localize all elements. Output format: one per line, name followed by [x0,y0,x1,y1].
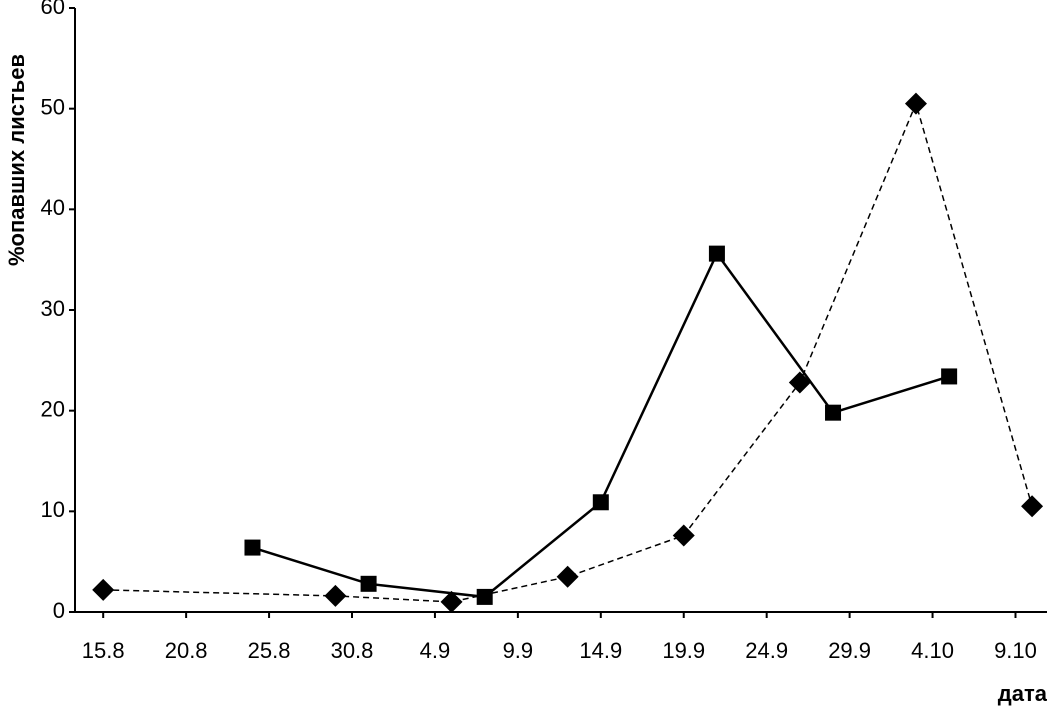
marker [244,539,261,556]
x-tick-label: 9.9 [503,638,534,663]
y-tick-label: 40 [41,195,65,220]
line [103,101,1033,603]
y-axis-label: %опавших листьев [4,54,29,266]
marker [476,588,493,605]
y-tick-label: 20 [41,396,65,421]
marker [904,92,927,115]
marker [1021,495,1044,518]
marker [825,404,842,421]
x-tick-label: 9.10 [994,638,1037,663]
marker [788,371,811,394]
x-tick-label: 30.8 [331,638,374,663]
x-tick-label: 24.9 [745,638,788,663]
x-axis-label: дата [998,681,1047,706]
x-tick-label: 4.10 [911,638,954,663]
marker [440,590,463,613]
marker [592,494,609,511]
x-tick-label: 20.8 [165,638,208,663]
marker [324,584,347,607]
x-tick-label: 15.8 [82,638,125,663]
y-tick-label: 50 [41,94,65,119]
x-tick-label: 4.9 [420,638,451,663]
marker [672,524,695,547]
marker [360,575,377,592]
x-tick-label: 14.9 [579,638,622,663]
x-tick-label: 29.9 [828,638,871,663]
y-tick-label: 60 [41,0,65,19]
x-tick-label: 25.8 [248,638,291,663]
x-tick-label: 19.9 [662,638,705,663]
marker [92,578,115,601]
marker [708,245,725,262]
marker [941,368,958,385]
y-tick-label: 30 [41,296,65,321]
line [252,251,950,599]
y-tick-label: 0 [53,598,65,623]
y-tick-label: 10 [41,497,65,522]
marker [556,565,579,588]
